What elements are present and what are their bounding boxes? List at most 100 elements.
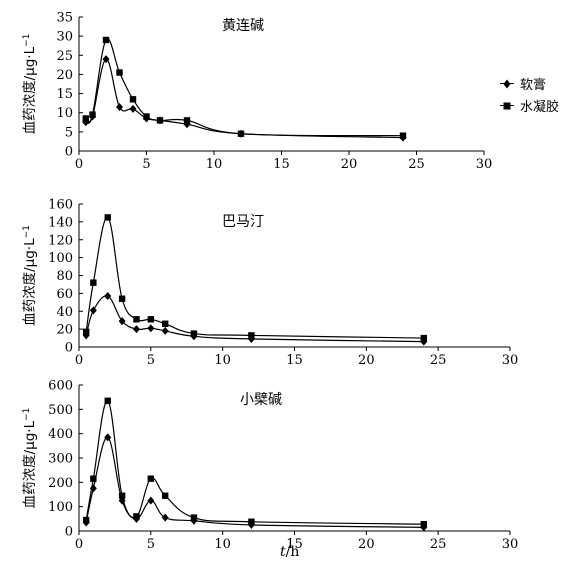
x-tick-label: 25 [408, 157, 425, 172]
y-tick-label: 500 [48, 403, 73, 418]
x-tick-label: 30 [502, 353, 519, 368]
data-point-hydrogel [162, 492, 169, 499]
x-tick-label: 20 [341, 157, 358, 172]
y-tick-label: 10 [56, 106, 73, 121]
data-point-ointment [129, 104, 137, 113]
data-point-hydrogel [89, 111, 96, 118]
data-point-ointment [132, 325, 140, 334]
y-tick-label: 300 [48, 452, 73, 467]
data-point-ointment [104, 292, 112, 301]
x-tick-label: 15 [286, 537, 303, 552]
data-point-hydrogel [248, 332, 255, 339]
data-point-hydrogel [104, 397, 111, 405]
x-tick-label: 0 [75, 353, 83, 368]
x-tick-label: 20 [358, 537, 375, 552]
data-point-hydrogel [143, 113, 150, 120]
data-point-hydrogel [82, 516, 90, 524]
y-tick-label: 120 [48, 233, 73, 248]
data-point-hydrogel [90, 279, 97, 286]
data-point-ointment [116, 102, 123, 111]
y-axis-label-text: 血药浓度/μg·L [22, 238, 38, 326]
data-point-hydrogel [90, 475, 97, 482]
data-point-hydrogel [237, 130, 245, 137]
y-tick-label: 0 [65, 341, 73, 356]
chart-title: 小檗碱 [240, 392, 282, 408]
x-tick-label: 30 [502, 537, 519, 552]
data-point-hydrogel [420, 520, 427, 528]
legend-label: 水凝胶 [520, 99, 560, 115]
legend-line [500, 79, 514, 88]
y-tick-label: 140 [48, 215, 73, 230]
data-point-hydrogel [162, 320, 169, 327]
legend-line [500, 102, 514, 109]
legend-label: 软膏 [520, 77, 547, 93]
data-point-ointment [161, 326, 169, 335]
data-point-hydrogel [104, 214, 111, 221]
data-point-hydrogel [118, 492, 126, 499]
chart-title: 黄连碱 [222, 17, 264, 34]
y-tick-label: 0 [65, 145, 73, 160]
data-point-hydrogel [420, 334, 427, 342]
data-point-ointment [161, 513, 169, 522]
y-axis-label-exponent: −1 [22, 408, 32, 421]
x-tick-label: 5 [142, 157, 150, 172]
y-tick-label: 200 [48, 476, 73, 491]
data-point-ointment [104, 433, 112, 442]
y-axis-label-exponent: −1 [22, 225, 32, 238]
y-tick-label: 15 [56, 87, 73, 102]
x-tick-label: 10 [214, 537, 231, 552]
y-tick-label: 30 [56, 30, 73, 45]
chart-title: 巴马汀 [222, 214, 264, 230]
y-tick-label: 100 [48, 251, 73, 266]
y-tick-label: 20 [56, 68, 73, 83]
series-line-hydrogel [85, 38, 404, 137]
data-point-hydrogel [82, 328, 90, 336]
data-point-ointment [147, 324, 155, 333]
y-axis-label-text: 血药浓度/μg·L [22, 46, 38, 134]
x-axis-label: t/h [280, 544, 299, 560]
diamond-icon [503, 79, 511, 88]
x-tick-label: 15 [286, 353, 303, 368]
data-point-ointment [102, 55, 110, 64]
y-axis-label-text: 血药浓度/μg·L [22, 420, 38, 508]
y-axis-label: 血药浓度/μg·L−1 [22, 225, 38, 326]
y-tick-label: 20 [56, 323, 73, 338]
y-tick-label: 60 [56, 287, 73, 302]
y-axis-label-exponent: −1 [22, 34, 32, 47]
y-axis-label: 血药浓度/μg·L−1 [22, 34, 38, 135]
data-point-hydrogel [102, 36, 110, 44]
data-point-hydrogel [190, 514, 198, 521]
y-tick-label: 600 [48, 379, 73, 394]
data-point-hydrogel [190, 330, 198, 337]
y-tick-label: 80 [56, 269, 73, 284]
square-icon [503, 102, 511, 109]
x-tick-label: 0 [75, 537, 83, 552]
data-point-hydrogel [129, 96, 137, 103]
x-axis-variable: t [280, 544, 286, 560]
y-axis-label: 血药浓度/μg·L−1 [22, 408, 38, 509]
x-axis-unit: /h [285, 544, 300, 560]
data-point-hydrogel [118, 295, 126, 302]
series-line-hydrogel [85, 400, 424, 525]
y-tick-label: 25 [56, 49, 73, 64]
data-point-hydrogel [133, 316, 140, 323]
chart-panel-berberine: 0 100 200 300 400 500 600 0 5 10 15 20 25 30 小檗碱血药浓度/μ… [22, 379, 518, 553]
data-point-hydrogel [116, 69, 123, 76]
legend: 软膏 水凝胶 [500, 72, 559, 116]
y-tick-label: 160 [48, 198, 73, 213]
x-tick-label: 15 [273, 157, 290, 172]
y-tick-label: 0 [65, 525, 73, 540]
x-tick-label: 0 [75, 157, 83, 172]
x-tick-label: 20 [358, 353, 375, 368]
data-point-hydrogel [82, 115, 89, 122]
y-tick-label: 35 [56, 11, 73, 26]
data-point-hydrogel [248, 518, 255, 525]
legend-item-hydrogel: 水凝胶 [500, 94, 559, 116]
x-tick-label: 5 [147, 537, 155, 552]
data-point-hydrogel [156, 117, 164, 124]
data-point-hydrogel [183, 117, 191, 124]
data-point-hydrogel [399, 132, 407, 139]
